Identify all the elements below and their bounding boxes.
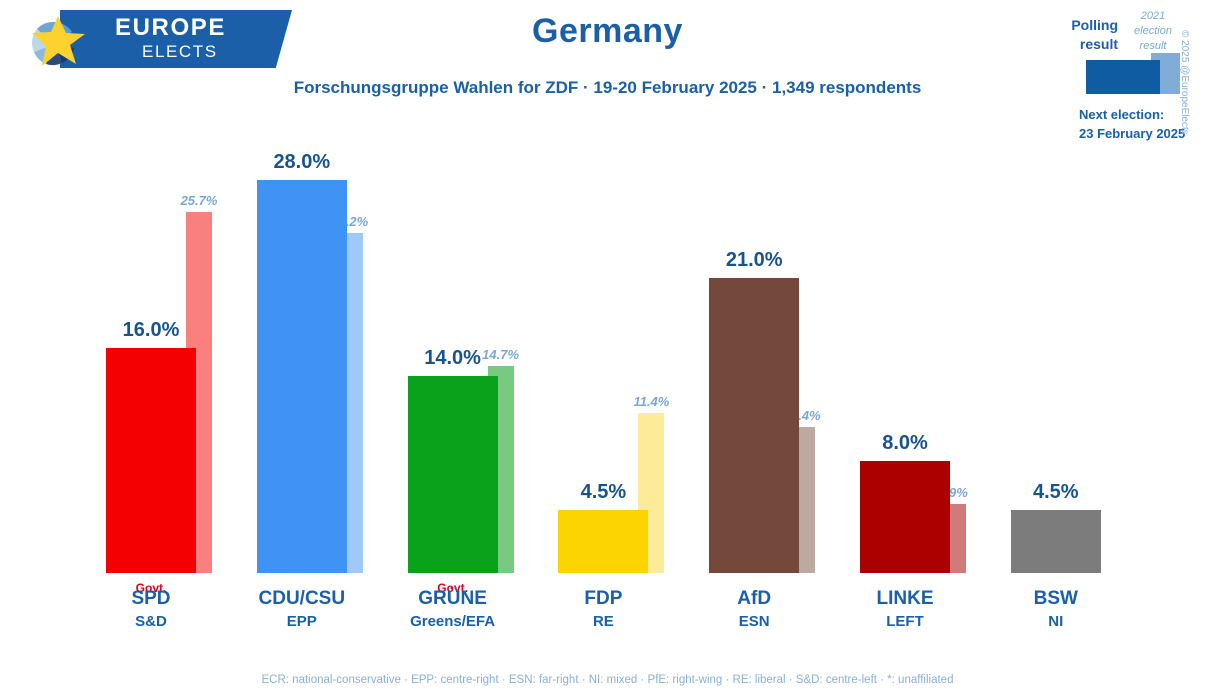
- legend-election-label: 2021 election result: [1122, 9, 1184, 54]
- x-axis-labels: SPD S&D CDU/CSU EPP GRÜNE Greens/EFA FDP RE AfD E…: [0, 586, 1215, 656]
- bar-label-previous-result: 14.7%: [482, 347, 520, 363]
- party-eu-group: NI: [1048, 612, 1064, 630]
- bar-label-previous-result: 25.7%: [180, 192, 218, 208]
- x-label-gr-ne: GRÜNE Greens/EFA: [378, 586, 528, 632]
- legend-election-label-line2: election: [1134, 24, 1172, 37]
- party-name: AfD: [737, 588, 772, 609]
- footnote-legend-key: ECR: national-conservative · EPP: centre…: [261, 674, 954, 686]
- party-name: GRÜNE: [418, 588, 487, 609]
- x-label-bsw: BSW NI: [981, 586, 1131, 632]
- x-label-fdp: FDP RE: [528, 586, 678, 632]
- bar-label-polling-result: 4.5%: [1033, 480, 1079, 503]
- bar-label-polling-result: 4.5%: [580, 480, 627, 503]
- legend-election-label-line1: 2021: [1140, 10, 1166, 22]
- govt-badge: Govt.: [135, 581, 167, 595]
- legend-election-label-line3: result: [1139, 39, 1167, 52]
- legend-swatch-polling: [1086, 60, 1160, 94]
- next-election-info: Next election: 23 February 2025: [1079, 106, 1209, 144]
- party-name: BSW: [1033, 588, 1078, 609]
- legend-polling-label-line2: result: [1079, 35, 1118, 52]
- bar-polling-result: [256, 179, 347, 573]
- bar-polling-result: [106, 348, 196, 573]
- bar-label-polling-result: 14.0%: [424, 347, 481, 370]
- legend-polling-label: Polling result: [1028, 16, 1118, 54]
- govt-badge: Govt.: [437, 581, 468, 595]
- party-eu-group: LEFT: [886, 612, 924, 630]
- bar-label-previous-result: 11.4%: [633, 393, 670, 409]
- logo-text-europe: EUROPE: [115, 14, 226, 41]
- x-label-cdu-csu: CDU/CSU EPP: [227, 586, 377, 632]
- party-name: CDU/CSU: [258, 588, 346, 609]
- x-label-spd: SPD S&D: [76, 586, 226, 632]
- bar-label-polling-result: 8.0%: [882, 431, 928, 454]
- bar-polling-result: [1010, 509, 1101, 573]
- bar-label-polling-result: 21.0%: [725, 248, 783, 271]
- bar-label-polling-result: 28.0%: [273, 150, 331, 173]
- party-name: FDP: [584, 588, 623, 609]
- party-name: LINKE: [876, 588, 934, 609]
- bar-polling-result: [709, 277, 800, 573]
- bar-polling-result: [407, 376, 498, 573]
- party-eu-group: S&D: [135, 612, 167, 630]
- x-label-linke: LINKE LEFT: [830, 586, 980, 632]
- bar-polling-result: [860, 460, 950, 573]
- party-eu-group: RE: [592, 612, 614, 630]
- x-label-afd: AfD ESN: [679, 586, 829, 632]
- logo-banner-shape: [60, 10, 292, 68]
- pie-star-logo-icon: [32, 16, 85, 66]
- next-election-date: 23 February 2025: [1079, 125, 1186, 141]
- party-eu-group: ESN: [738, 612, 770, 630]
- party-eu-group: EPP: [286, 612, 317, 630]
- party-eu-group: Greens/EFA: [410, 612, 496, 630]
- legend-polling-label-line1: Polling: [1071, 17, 1118, 33]
- page-subtitle: Forschungsgruppe Wahlen for ZDF · 19-20 …: [293, 78, 922, 97]
- legend: Polling result 2021 election result Next…: [1065, 8, 1190, 158]
- bar-label-polling-result: 16.0%: [122, 319, 180, 342]
- next-election-label: Next election:: [1079, 107, 1165, 122]
- party-name: SPD: [131, 588, 171, 609]
- logo-text-elects: ELECTS: [142, 42, 218, 61]
- europe-elects-logo[interactable]: EUROPE ELECTS: [8, 4, 298, 76]
- page-title: Germany: [532, 12, 683, 50]
- bar-polling-result: [558, 509, 649, 573]
